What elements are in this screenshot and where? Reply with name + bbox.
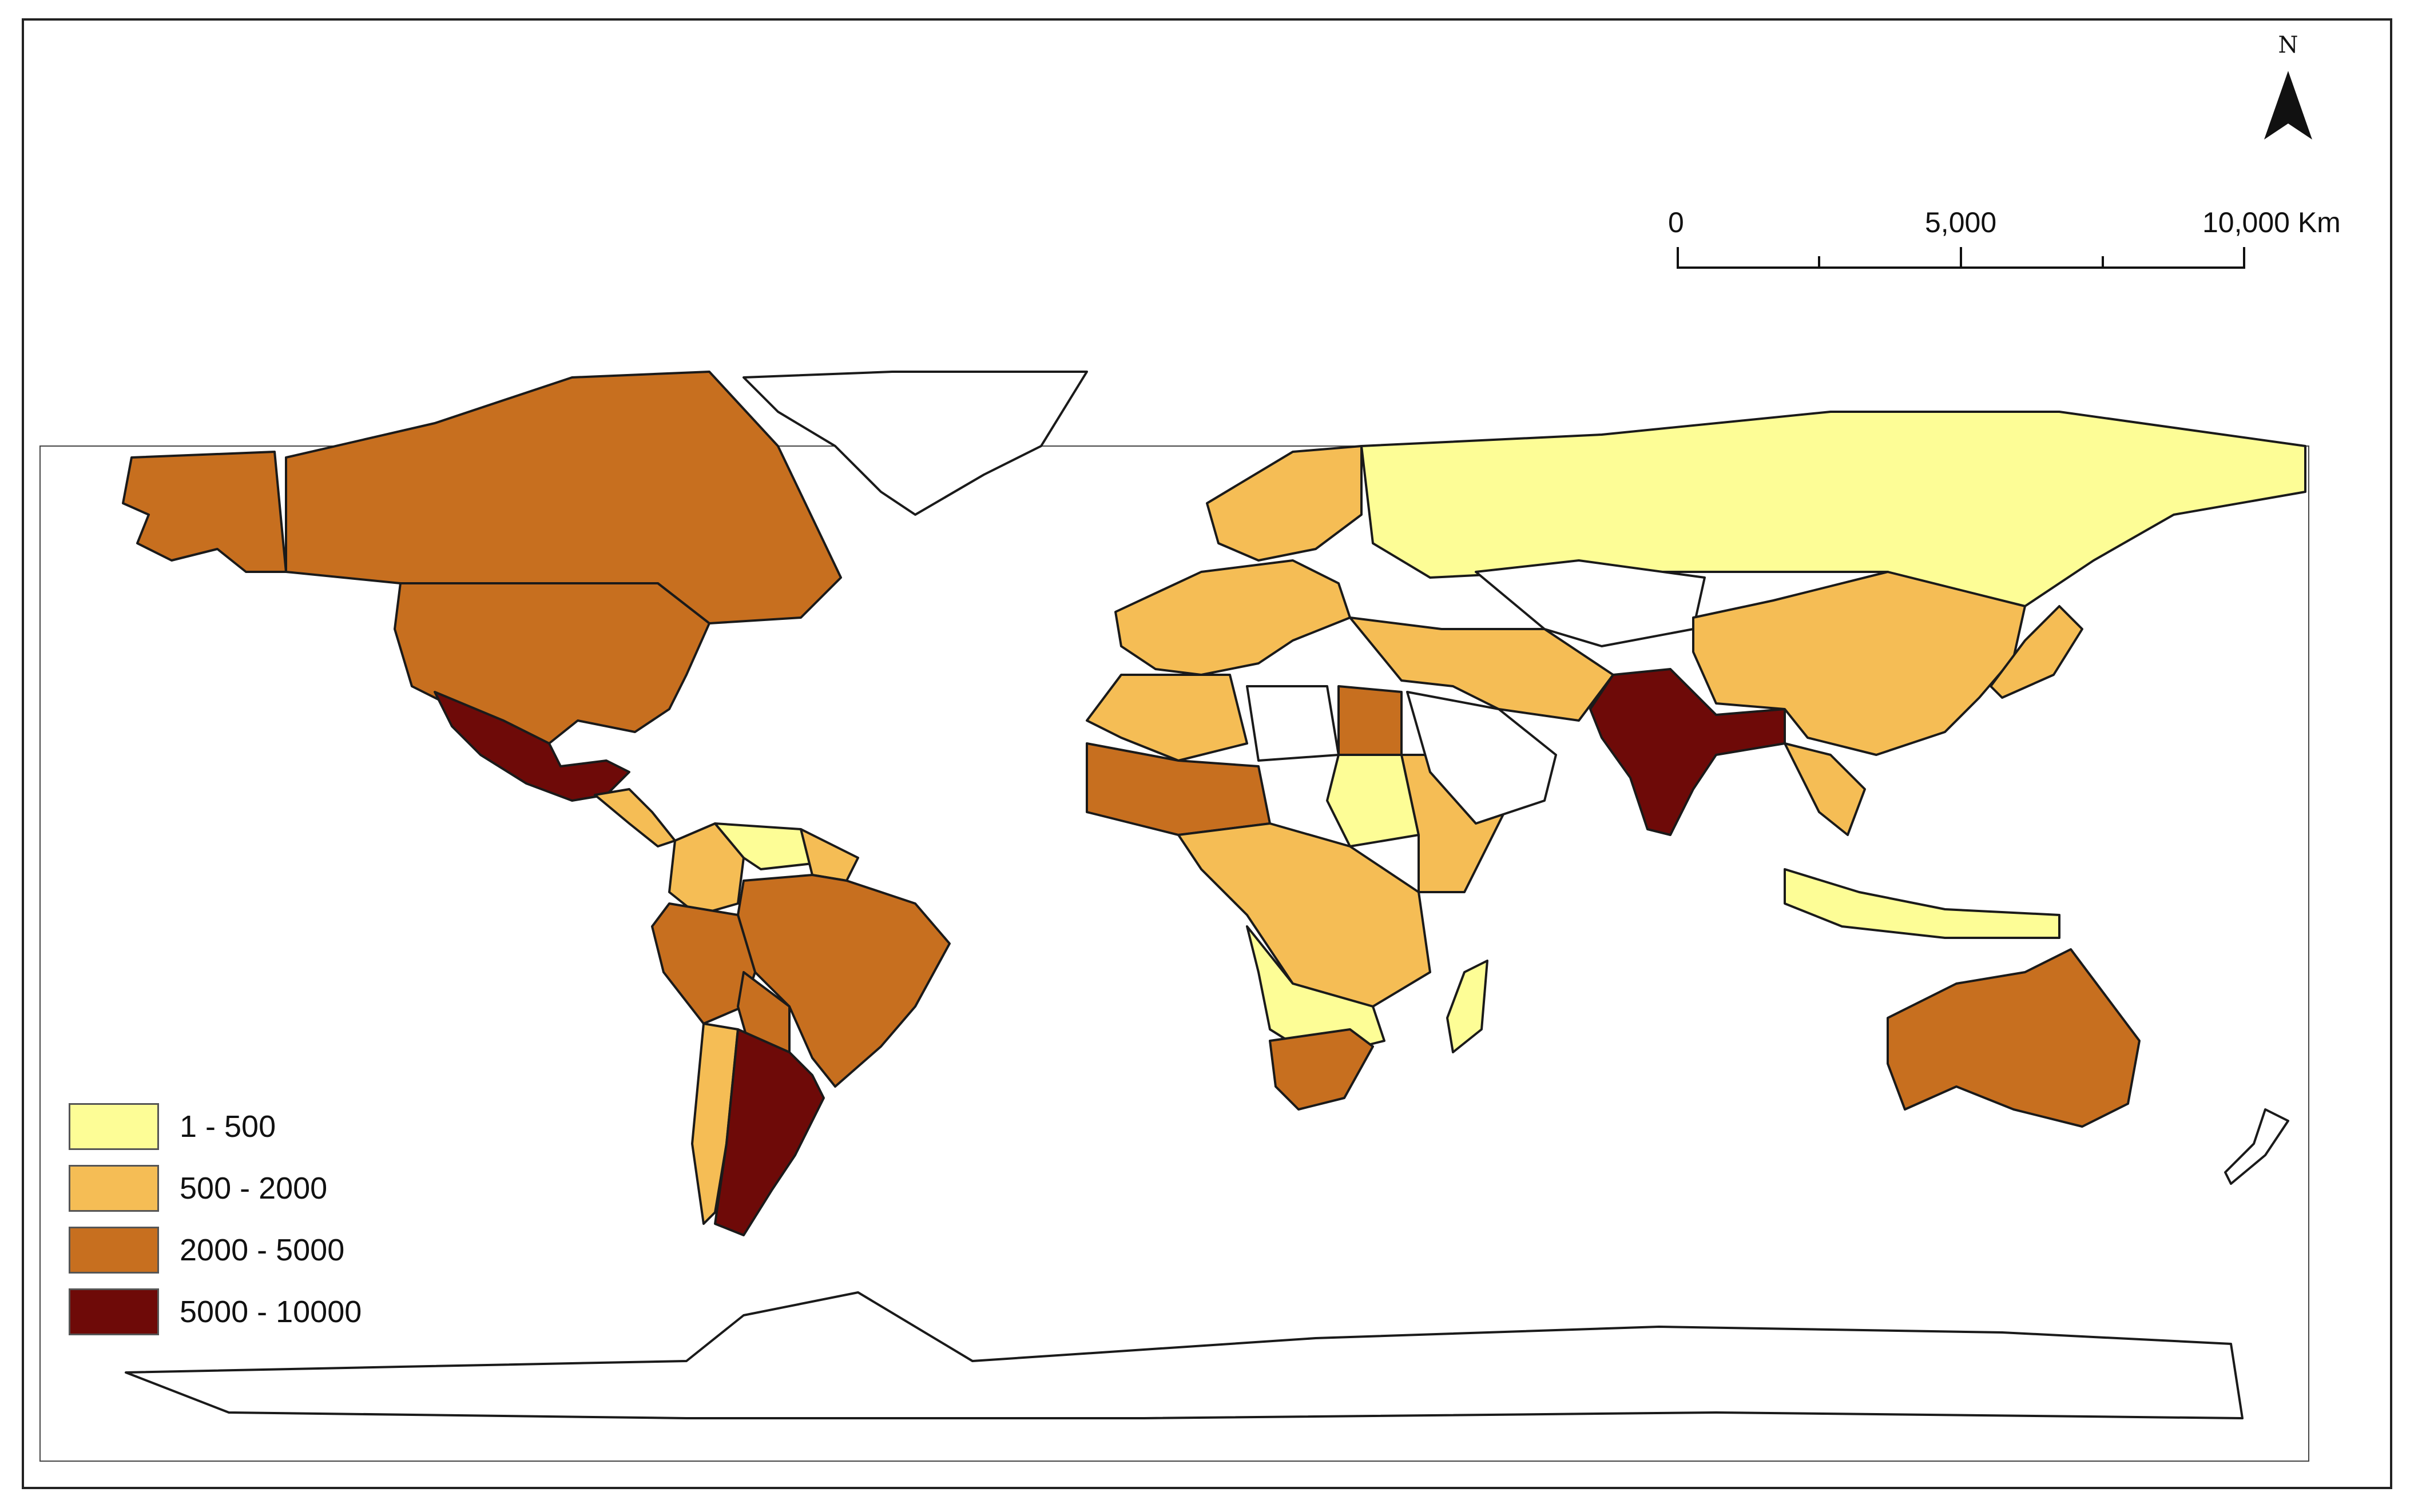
region-greenland <box>743 371 1088 516</box>
north-letter: N <box>2278 32 2298 58</box>
legend-swatch <box>69 1165 159 1212</box>
legend-label: 1 - 500 <box>180 1109 276 1144</box>
region-middle-east <box>1349 616 1614 722</box>
region-southeast-asia <box>1784 742 1866 836</box>
region-united-states <box>394 582 710 745</box>
legend-swatch <box>69 1288 159 1335</box>
region-egypt <box>1337 685 1403 756</box>
region-north-africa-west <box>1086 674 1248 762</box>
region-guianas <box>800 828 859 882</box>
region-indonesia <box>1784 868 2060 939</box>
region-japan <box>1990 605 2083 699</box>
legend-label: 500 - 2000 <box>180 1171 328 1205</box>
region-central-africa <box>1177 822 1431 1008</box>
scale-label-end: 10,000 Km <box>2202 206 2341 238</box>
north-arrow-icon <box>2264 71 2312 140</box>
legend: 1 - 500 500 - 2000 2000 - 5000 5000 - 10… <box>69 1101 362 1348</box>
region-venezuela <box>714 822 813 870</box>
region-mexico <box>434 691 630 802</box>
scale-bar-line <box>1677 247 2245 269</box>
region-new-zealand <box>2224 1108 2289 1185</box>
region-australia <box>1887 948 2141 1128</box>
legend-item: 1 - 500 <box>69 1101 362 1152</box>
region-europe-west <box>1114 559 1351 676</box>
region-alaska <box>122 451 287 573</box>
region-scandinavia <box>1206 445 1363 562</box>
scale-label-mid: 5,000 <box>1925 206 1997 238</box>
region-peru <box>651 902 756 1025</box>
region-canada <box>285 371 842 624</box>
region-central-america <box>594 788 676 847</box>
region-china <box>1692 571 2026 756</box>
region-argentina <box>714 1028 825 1236</box>
legend-label: 5000 - 10000 <box>180 1295 362 1329</box>
region-antarctica <box>125 1291 2244 1419</box>
north-arrow: N <box>2260 32 2317 146</box>
region-arabia <box>1406 691 1557 825</box>
region-india <box>1589 668 1786 836</box>
region-libya <box>1246 685 1340 762</box>
region-sudan <box>1326 754 1420 847</box>
scale-bar: 0 5,000 10,000 Km <box>1668 206 2351 286</box>
region-south-africa <box>1269 1028 1374 1111</box>
legend-swatch <box>69 1227 159 1274</box>
legend-label: 2000 - 5000 <box>180 1233 345 1267</box>
legend-item: 500 - 2000 <box>69 1163 362 1214</box>
legend-swatch <box>69 1103 159 1150</box>
region-madagascar <box>1446 960 1488 1053</box>
map-extent <box>39 445 2309 1462</box>
legend-item: 2000 - 5000 <box>69 1224 362 1276</box>
legend-item: 5000 - 10000 <box>69 1286 362 1338</box>
scale-label-zero: 0 <box>1668 206 1684 238</box>
